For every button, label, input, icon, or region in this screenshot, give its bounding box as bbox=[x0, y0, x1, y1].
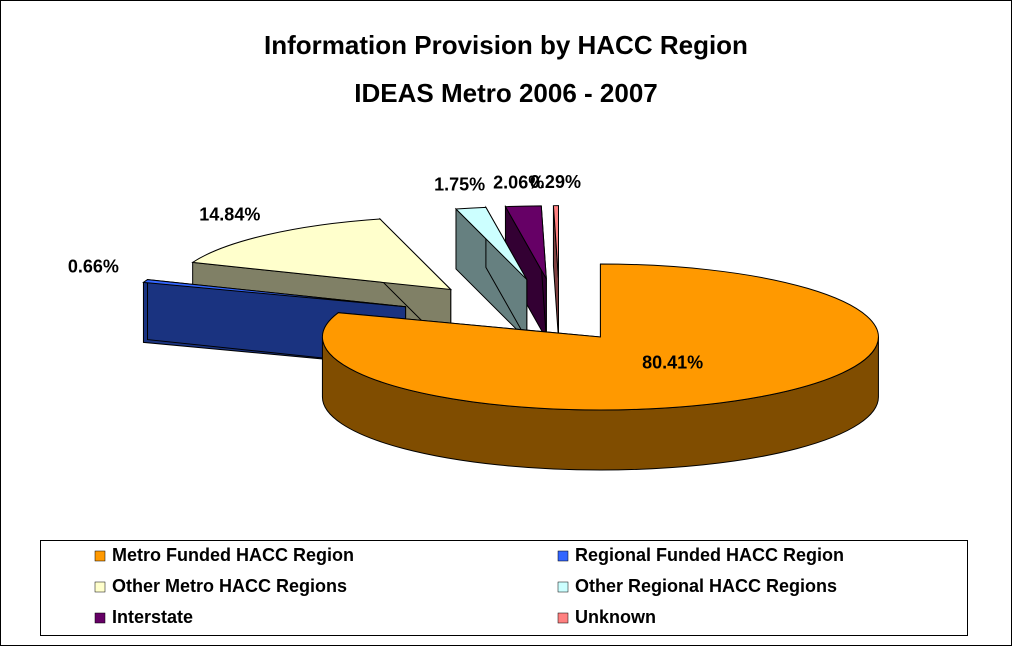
legend-swatch bbox=[557, 612, 569, 624]
legend-label: Regional Funded HACC Region bbox=[575, 545, 844, 565]
data-label: 14.84% bbox=[199, 205, 260, 225]
legend-swatch bbox=[557, 581, 569, 593]
chart-title: Information Provision by HACC Region bbox=[264, 30, 748, 60]
slice bbox=[142, 279, 406, 308]
chart-subtitle: IDEAS Metro 2006 - 2007 bbox=[354, 78, 657, 108]
legend-label: Unknown bbox=[575, 607, 656, 627]
slice bbox=[321, 263, 879, 411]
legend-swatch bbox=[94, 550, 106, 562]
legend-swatch bbox=[557, 550, 569, 562]
slice bbox=[504, 205, 547, 280]
legend-swatch bbox=[94, 612, 106, 624]
data-label: 0.29% bbox=[530, 172, 581, 192]
data-label: 1.75% bbox=[434, 175, 485, 195]
slice bbox=[191, 218, 453, 291]
slice bbox=[552, 205, 559, 279]
data-label: 2.06% bbox=[493, 172, 544, 192]
legend-label: Interstate bbox=[112, 607, 193, 627]
slice bbox=[454, 206, 528, 280]
legend-label: Metro Funded HACC Region bbox=[112, 545, 354, 565]
legend-swatch bbox=[94, 581, 106, 593]
legend-box bbox=[40, 540, 968, 636]
legend-label: Other Metro HACC Regions bbox=[112, 576, 347, 596]
data-label: 0.66% bbox=[68, 257, 119, 277]
data-label: 80.41% bbox=[642, 353, 703, 373]
legend-label: Other Regional HACC Regions bbox=[575, 576, 837, 596]
